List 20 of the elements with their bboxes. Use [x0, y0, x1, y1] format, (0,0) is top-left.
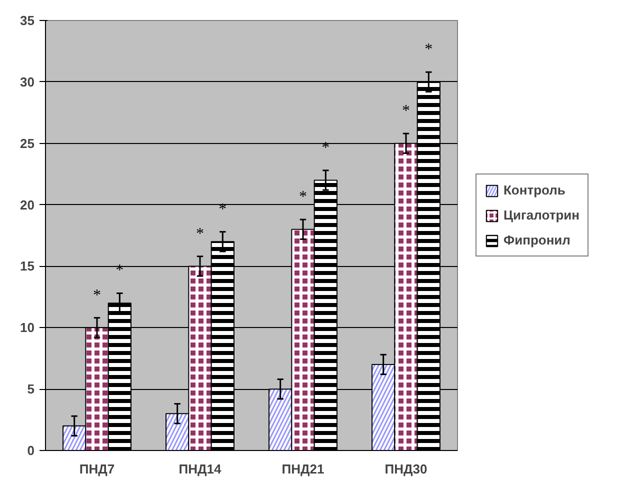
- y-tick-label: 10: [20, 320, 35, 336]
- y-tick-label: 15: [20, 258, 35, 274]
- y-tick-label: 5: [27, 382, 35, 397]
- y-tick-label: 25: [20, 136, 35, 151]
- legend-label: Контроль: [504, 182, 566, 198]
- legend-label: Фипронил: [504, 232, 570, 248]
- data-label: *: [196, 225, 204, 242]
- legend-label: Цигалотрин: [504, 208, 580, 222]
- x-tick-label: ПНД21: [282, 462, 324, 476]
- y-tick-label: 35: [20, 13, 35, 28]
- data-label: *: [402, 102, 410, 120]
- data-label: *: [424, 41, 433, 58]
- x-tick-label: ПНД14: [178, 462, 222, 476]
- data-label: *: [299, 188, 307, 206]
- y-tick-label: 20: [20, 197, 35, 212]
- x-tick-label: ПНД30: [384, 462, 428, 476]
- y-tick-label: 30: [20, 74, 35, 90]
- data-label: *: [93, 286, 101, 304]
- y-tick-label: 0: [27, 443, 35, 458]
- x-tick-label: ПНД7: [79, 462, 115, 476]
